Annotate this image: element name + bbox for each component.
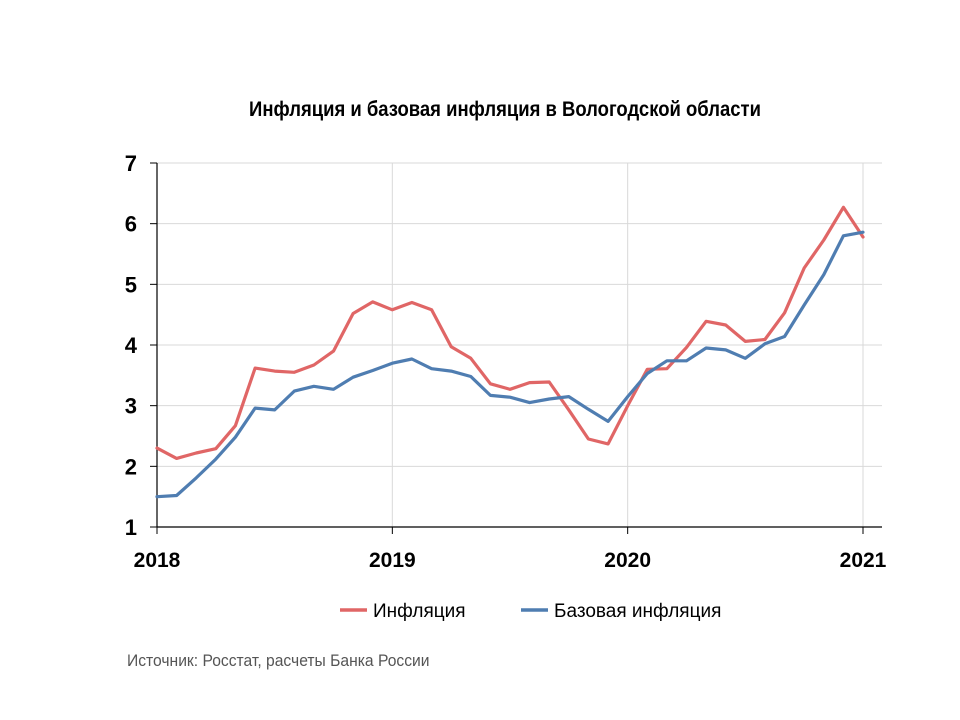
- legend: Инфляция Базовая инфляция: [340, 601, 721, 622]
- y-tick-label: 6: [125, 212, 137, 237]
- y-tick-label: 5: [125, 272, 137, 297]
- y-tick-label: 4: [125, 333, 138, 358]
- x-tick-label: 2020: [604, 549, 651, 572]
- source-note: Источник: Росстат, расчеты Банка России: [127, 651, 430, 670]
- x-tick-label: 2021: [840, 549, 887, 572]
- y-tick-label: 2: [125, 454, 137, 479]
- legend-label: Базовая инфляция: [554, 601, 721, 622]
- chart-title: Инфляция и базовая инфляция в Вологодско…: [249, 98, 761, 121]
- series-line-core-inflation: [155, 230, 865, 499]
- x-tick-label: 2018: [134, 549, 181, 572]
- series-layer: [155, 205, 865, 499]
- series-line-inflation: [155, 205, 865, 460]
- y-tick-label: 7: [125, 151, 137, 176]
- x-tick-label: 2019: [369, 549, 416, 572]
- grid-layer: [157, 162, 882, 527]
- y-tick-label: 1: [125, 515, 137, 540]
- axis-layer: 1 2 3 4 5 6 7 2018 2019 2020 2021: [125, 151, 887, 572]
- y-tick-label: 3: [125, 394, 137, 419]
- legend-label: Инфляция: [373, 601, 466, 622]
